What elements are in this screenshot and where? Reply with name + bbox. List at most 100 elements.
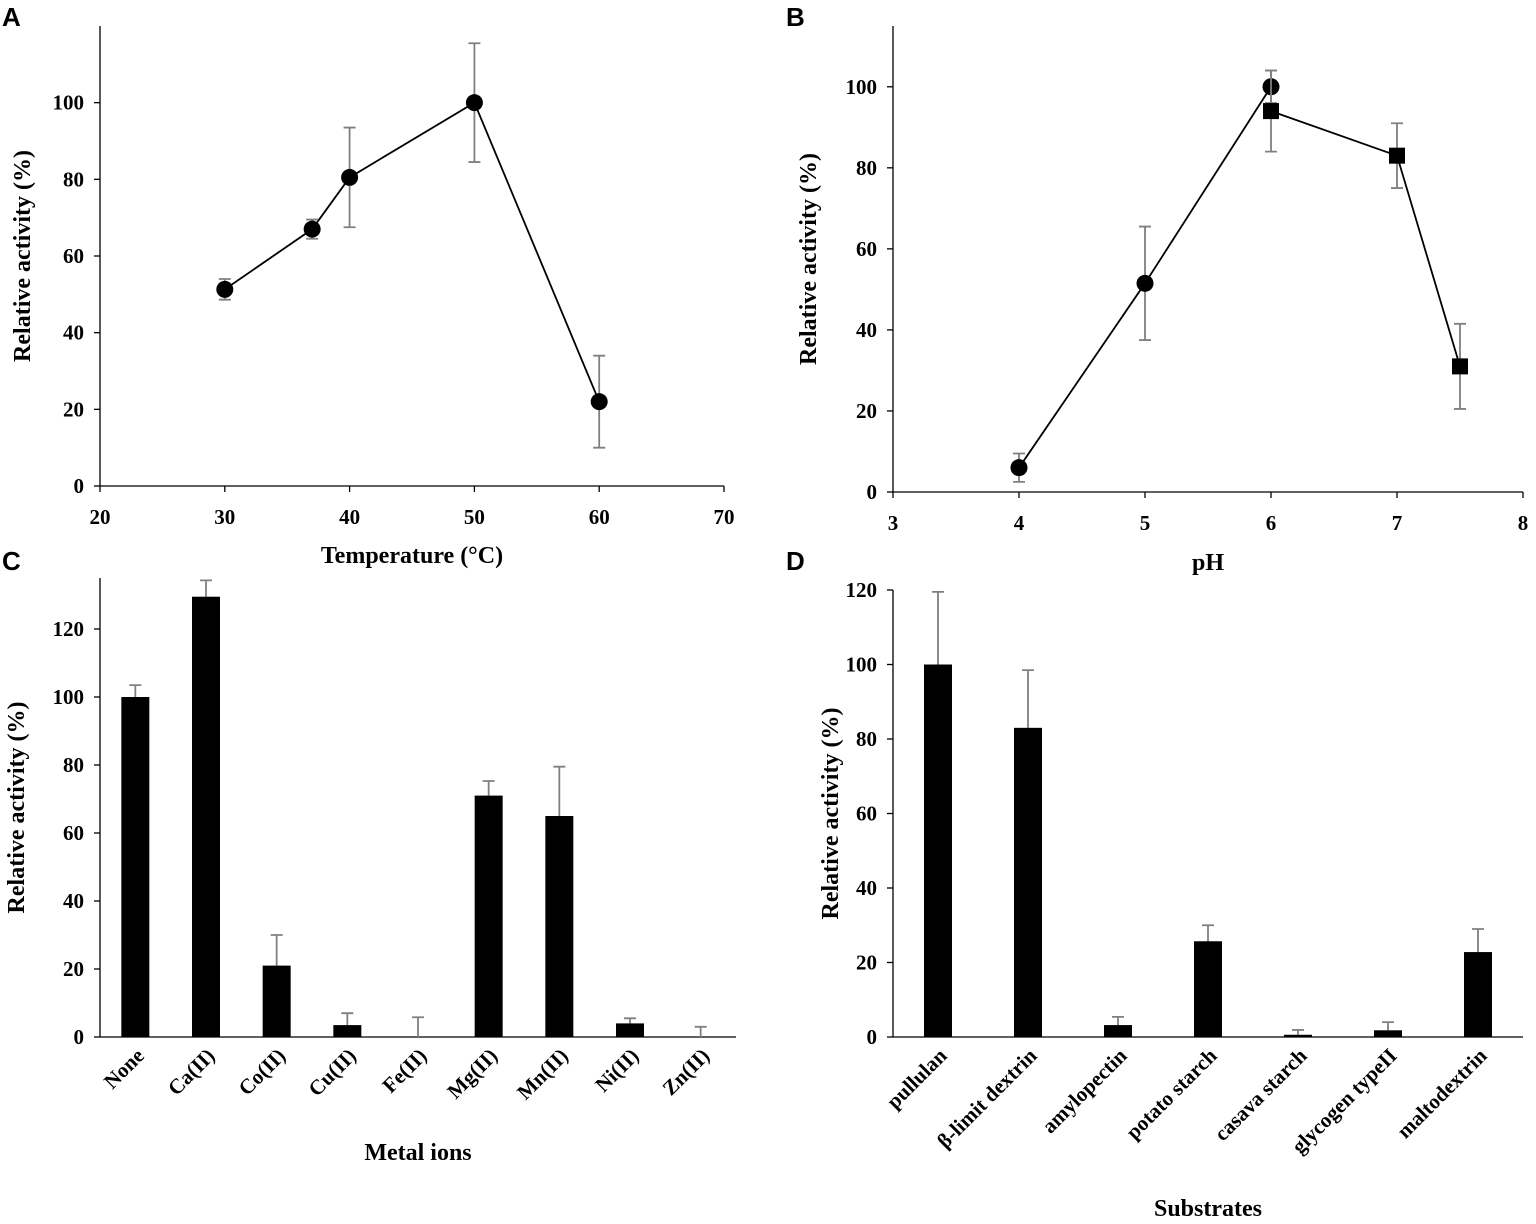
x-tick-label: 20	[90, 505, 111, 529]
y-tick-label: 40	[856, 876, 877, 900]
error-bar	[412, 1016, 424, 1037]
x-tick-label: 60	[589, 505, 610, 529]
x-tick-label: Co(II)	[234, 1044, 291, 1101]
y-axis-title: Relative activity (%)	[4, 702, 30, 914]
data-point-square	[1452, 358, 1468, 375]
x-tick-label: Ca(II)	[163, 1044, 220, 1101]
y-tick-label: 40	[63, 321, 84, 345]
error-bar	[1472, 928, 1484, 953]
bar	[1374, 1030, 1402, 1037]
error-bar	[200, 579, 212, 597]
bar	[1194, 941, 1222, 1037]
panel-label-b: B	[786, 2, 805, 32]
x-tick-label: 7	[1392, 511, 1403, 535]
error-bar	[1112, 1015, 1124, 1026]
x-tick-label: None	[99, 1044, 149, 1094]
x-tick-label: maltodextrin	[1392, 1043, 1492, 1143]
error-bar	[1292, 1029, 1304, 1035]
y-tick-label: 60	[856, 237, 877, 261]
bar	[1284, 1034, 1312, 1037]
x-tick-label: Fe(II)	[377, 1044, 431, 1098]
y-tick-label: 80	[856, 727, 877, 751]
data-point-circle	[465, 94, 483, 112]
x-axis-title: Metal ions	[364, 1140, 471, 1166]
bar	[545, 816, 574, 1037]
bar	[121, 697, 150, 1037]
x-tick-label: 6	[1266, 511, 1277, 535]
y-axis-title: Relative activity (%)	[10, 150, 36, 362]
bar	[262, 965, 291, 1037]
x-tick-label: Mg(II)	[442, 1044, 502, 1104]
error-bar	[270, 934, 283, 966]
x-tick-label: 4	[1014, 511, 1025, 535]
y-tick-label: 0	[867, 480, 878, 504]
data-point-circle	[1010, 459, 1028, 477]
x-tick-label: potato starch	[1121, 1043, 1222, 1144]
bar	[924, 664, 952, 1037]
y-tick-label: 100	[53, 91, 85, 115]
y-tick-label: 100	[53, 685, 85, 709]
panel-label-d: D	[786, 546, 805, 576]
data-point-square	[1263, 103, 1279, 120]
x-tick-label: pullulan	[882, 1043, 952, 1113]
data-point-circle	[1136, 274, 1154, 292]
chart-panel-c: 0 20 40 60 80 100 120 None Ca(II) Co(II) Cu(II) Fe(…	[4, 578, 736, 1166]
y-tick-label: 80	[63, 167, 84, 191]
x-tick-label: 30	[214, 505, 235, 529]
y-tick-label: 0	[74, 474, 85, 498]
bar	[616, 1023, 644, 1037]
x-axis-title: pH	[1192, 550, 1224, 576]
bar	[333, 1025, 362, 1037]
y-tick-label: 80	[63, 753, 84, 777]
y-tick-label: 120	[846, 578, 878, 602]
bar	[192, 596, 220, 1037]
x-tick-label: Zn(II)	[658, 1044, 715, 1101]
bar	[1014, 727, 1042, 1037]
data-point-square	[1389, 147, 1405, 164]
x-tick-label: 50	[464, 505, 485, 529]
y-tick-label: 100	[846, 75, 878, 99]
y-tick-label: 60	[63, 244, 84, 268]
error-bar	[1202, 924, 1214, 942]
data-point-circle	[590, 393, 608, 411]
y-tick-label: 20	[856, 399, 877, 423]
data-point-circle	[341, 168, 359, 186]
y-tick-label: 80	[856, 156, 877, 180]
y-tick-label: 20	[63, 957, 84, 981]
y-tick-label: 60	[63, 821, 84, 845]
y-tick-label: 20	[63, 397, 84, 421]
x-tick-label: 40	[339, 505, 360, 529]
x-tick-label: Mn(II)	[512, 1044, 573, 1105]
x-tick-label: 70	[714, 505, 735, 529]
bar	[1464, 952, 1492, 1037]
y-tick-label: 120	[53, 617, 85, 641]
x-tick-label: casava starch	[1209, 1043, 1311, 1145]
error-bar	[694, 1025, 707, 1037]
x-tick-label: Cu(II)	[303, 1044, 360, 1101]
y-tick-label: 60	[856, 802, 877, 826]
error-bar	[1022, 669, 1034, 728]
data-point-circle	[303, 220, 321, 238]
series-line-1	[224, 101, 601, 403]
y-tick-label: 20	[856, 951, 877, 975]
y-axis-title: Relative activity (%)	[818, 708, 844, 920]
data-point-circle	[216, 280, 234, 298]
panel-label-a: A	[2, 2, 21, 32]
y-tick-label: 100	[846, 653, 878, 677]
bar	[474, 795, 503, 1037]
error-bar	[553, 765, 566, 816]
x-tick-label: amylopectin	[1037, 1043, 1132, 1138]
error-bar	[482, 780, 495, 796]
x-tick-label: Ni(II)	[590, 1044, 643, 1097]
bar	[1104, 1025, 1132, 1037]
y-axis-title: Relative activity (%)	[796, 153, 822, 365]
series-line-2	[1270, 110, 1461, 367]
panel-label-c: C	[2, 546, 21, 576]
y-tick-label: 0	[867, 1025, 878, 1049]
x-axis-title: Substrates	[1154, 1196, 1262, 1222]
error-bar	[932, 590, 944, 665]
